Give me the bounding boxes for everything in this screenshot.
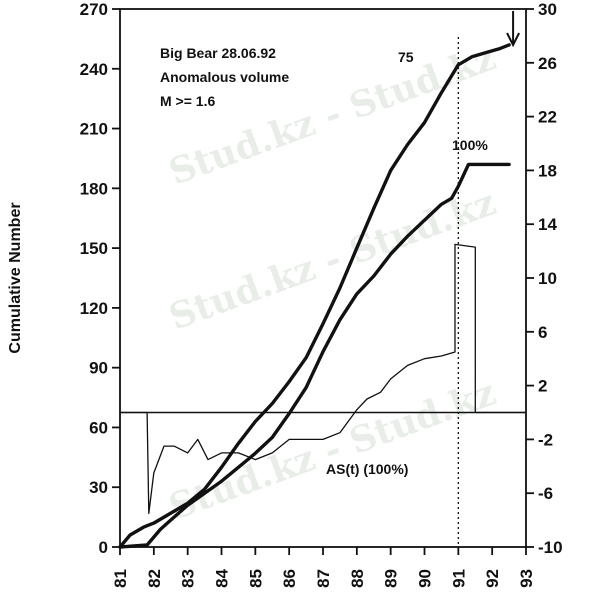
right-tick-label: -10 [538, 538, 563, 557]
upper-curve-label: 75 [398, 49, 414, 65]
x-tick-label: 82 [145, 569, 164, 588]
right-tick-label: -2 [538, 430, 553, 449]
as-label: AS(t) (100%) [326, 461, 408, 477]
right-tick-label: 14 [538, 215, 557, 234]
mainshock-arrow-icon [506, 11, 520, 48]
watermark: Stud.kz - Stud.kz Stud.kz - Stud.kz Stud… [164, 36, 501, 528]
right-tick-label: 26 [538, 54, 557, 73]
title-line-3: M >= 1.6 [160, 93, 215, 109]
x-tick-label: 85 [246, 569, 265, 588]
left-tick-label: 60 [89, 418, 108, 437]
x-tick-label: 89 [382, 569, 401, 588]
x-axis-ticks: 81 82 83 84 85 86 87 88 89 90 91 92 93 [111, 547, 536, 588]
left-tick-label: 90 [89, 359, 108, 378]
right-tick-label: 2 [538, 377, 547, 396]
right-tick-label: 22 [538, 108, 557, 127]
y-axis-label: Cumulative Number [7, 202, 24, 353]
left-tick-label: 180 [80, 179, 108, 198]
title-line-2: Anomalous volume [160, 69, 289, 85]
arrow-head [506, 32, 520, 48]
svg-text:Stud.kz - Stud.kz: Stud.kz - Stud.kz [164, 371, 501, 528]
left-tick-label: 210 [80, 120, 108, 139]
right-tick-label: 10 [538, 269, 557, 288]
left-tick-label: 120 [80, 299, 108, 318]
x-tick-label: 81 [111, 569, 130, 588]
x-tick-label: 88 [348, 569, 367, 588]
x-tick-label: 93 [517, 569, 536, 588]
x-tick-label: 90 [416, 569, 435, 588]
series-line-3 [119, 243, 527, 515]
right-tick-label: -6 [538, 484, 553, 503]
right-tick-label: 30 [538, 0, 557, 19]
left-axis-ticks: 0 30 60 90 120 150 180 210 240 270 [80, 0, 120, 557]
left-tick-label: 270 [80, 0, 108, 19]
x-tick-label: 87 [314, 569, 333, 588]
left-tick-label: 150 [80, 239, 108, 258]
svg-text:Stud.kz - Stud.kz: Stud.kz - Stud.kz [164, 181, 501, 338]
series-line-2 [118, 162, 511, 549]
right-tick-label: 18 [538, 161, 557, 180]
right-tick-label: 6 [538, 323, 547, 342]
x-tick-label: 92 [483, 569, 502, 588]
lower-curve-label: 100% [452, 137, 488, 153]
x-tick-label: 84 [213, 568, 232, 587]
series-group [118, 43, 527, 549]
left-tick-label: 0 [99, 538, 108, 557]
left-tick-label: 240 [80, 60, 108, 79]
series-line-1 [118, 43, 511, 549]
x-tick-label: 86 [280, 569, 299, 588]
left-tick-label: 30 [89, 478, 108, 497]
x-tick-label: 83 [179, 569, 198, 588]
title-line-1: Big Bear 28.06.92 [160, 45, 276, 61]
x-tick-label: 91 [449, 569, 468, 588]
